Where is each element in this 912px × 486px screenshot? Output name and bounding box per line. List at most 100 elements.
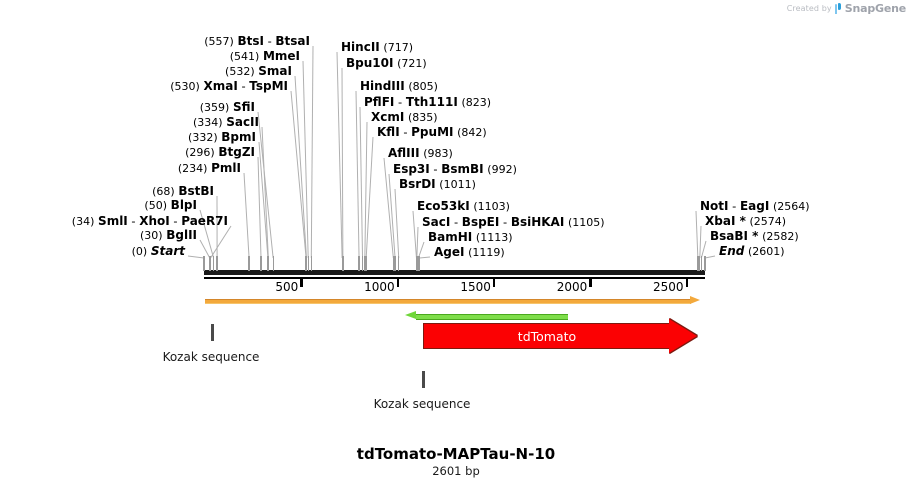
tdtomato-feature-arrow[interactable]: tdTomato (423, 319, 697, 353)
enzyme-label-bpmi[interactable]: (332) BpmI (188, 131, 256, 144)
enzyme-name: BtsaI (275, 34, 310, 48)
site-mark-start[interactable] (203, 256, 205, 271)
enzyme-label-mmei[interactable]: (541) MmeI (230, 50, 300, 63)
enzyme-label-bsabi[interactable]: BsaBI * (2582) (710, 230, 799, 243)
enzyme-label-bpu10i[interactable]: Bpu10I (721) (346, 57, 427, 70)
site-mark-btsi[interactable] (310, 256, 312, 271)
site-mark-bglii[interactable] (209, 256, 211, 271)
watermark-prefix: Created by (786, 4, 832, 13)
enzyme-label-btgzi[interactable]: (296) BtgZI (185, 146, 255, 159)
enzyme-position: (1105) (567, 216, 605, 229)
enzyme-name: BtgZI (218, 145, 255, 159)
kozak-sequence-tick-1[interactable] (211, 324, 214, 341)
enzyme-separator: - (169, 214, 182, 228)
leader-line-noti (695, 210, 699, 259)
enzyme-position: (30) (139, 229, 163, 242)
site-mark-pmli[interactable] (248, 256, 250, 271)
enzyme-position: (541) (229, 50, 260, 63)
leader-line-afliii (383, 157, 394, 259)
site-mark-mmei[interactable] (307, 256, 309, 271)
enzyme-label-start[interactable]: (0) Start (132, 245, 185, 258)
site-mark-hindiii[interactable] (358, 256, 360, 271)
enzyme-position: (1119) (468, 246, 505, 259)
enzyme-label-hindiii[interactable]: HindIII (805) (360, 80, 438, 93)
enzyme-label-noti[interactable]: NotI - EagI (2564) (700, 200, 810, 213)
site-mark-esp3i[interactable] (394, 256, 396, 271)
enzyme-label-eco53ki[interactable]: Eco53kI (1103) (417, 200, 510, 213)
enzyme-label-end[interactable]: End (2601) (719, 245, 785, 258)
site-mark-bpu10i[interactable] (342, 256, 344, 271)
enzyme-label-kfli[interactable]: KflI - PpuMI (842) (377, 126, 487, 139)
enzyme-name: EagI (739, 199, 770, 213)
ruler-tick-label: 1500 (460, 280, 491, 294)
site-mark-kfli[interactable] (365, 256, 367, 271)
enzyme-position: (332) (188, 131, 218, 144)
site-mark-agei[interactable] (418, 256, 421, 271)
enzyme-name: SacI (422, 215, 451, 229)
site-mark-smli[interactable] (209, 256, 212, 271)
enzyme-name: SmlI (98, 214, 128, 228)
tdtomato-arrow-head-icon (669, 319, 697, 353)
enzyme-position: (532) (225, 65, 255, 78)
site-mark-noti[interactable] (697, 256, 699, 271)
enzyme-separator: - (399, 125, 412, 139)
site-mark-sacii[interactable] (267, 256, 270, 271)
enzyme-label-smai[interactable]: (532) SmaI (225, 65, 292, 78)
enzyme-name: BamHI (428, 230, 473, 244)
site-mark-xbai[interactable] (699, 256, 701, 271)
enzyme-label-pmli[interactable]: (234) PmlI (178, 162, 241, 175)
site-mark-afliii[interactable] (392, 256, 395, 271)
site-mark-sfii[interactable] (272, 256, 274, 271)
site-mark-bsrdi[interactable] (398, 256, 400, 271)
site-mark-hincii[interactable] (341, 256, 343, 271)
enzyme-label-saci[interactable]: SacI - BspEI - BsiHKAI (1105) (422, 216, 605, 229)
enzyme-label-blpi[interactable]: (50) BlpI (144, 199, 197, 212)
enzyme-label-xmai[interactable]: (530) XmaI - TspMI (170, 80, 288, 93)
kozak-sequence-tick-2[interactable] (422, 371, 425, 388)
ruler-tick-label: 500 (275, 280, 299, 294)
enzyme-name: Eco53kI (417, 199, 470, 213)
green-arrow-head-icon (405, 311, 416, 319)
site-mark-saci[interactable] (416, 256, 418, 271)
enzyme-label-agei[interactable]: AgeI (1119) (434, 246, 505, 259)
enzyme-name: BsiHKAI (510, 215, 565, 229)
enzyme-label-bglii[interactable]: (30) BglII (140, 229, 197, 242)
enzyme-position: (234) (177, 162, 208, 175)
site-mark-smai[interactable] (305, 256, 308, 271)
ruler-tick-label: 2000 (556, 280, 588, 294)
site-mark-bstbi[interactable] (216, 256, 218, 271)
enzyme-name: HincII (341, 40, 380, 54)
enzyme-label-sacii[interactable]: (334) SacII (193, 116, 259, 129)
enzyme-position: (823) (461, 96, 492, 109)
enzyme-label-sfii[interactable]: (359) SfiI (200, 101, 255, 114)
enzyme-label-btsi[interactable]: (557) BtsI - BtsaI (204, 35, 310, 48)
snapgene-watermark: Created by SnapGene (787, 2, 906, 15)
ruler-tick-label: 1000 (364, 280, 395, 294)
enzyme-label-xcmi[interactable]: XcmI (835) (371, 111, 438, 124)
green-feature-arrow[interactable] (405, 311, 568, 320)
site-mark-bamhi[interactable] (417, 256, 420, 271)
site-mark-xcmi[interactable] (364, 256, 366, 271)
enzyme-label-bamhi[interactable]: BamHI (1113) (428, 231, 513, 244)
enzyme-label-smli[interactable]: (34) SmlI - XhoI - PaeR7I (72, 215, 228, 228)
enzyme-label-xbai[interactable]: XbaI * (2574) (705, 215, 786, 228)
enzyme-label-pflfi[interactable]: PflFI - Tth111I (823) (364, 96, 491, 109)
site-mark-bsabi[interactable] (700, 256, 703, 271)
orange-feature-arrow[interactable] (205, 296, 700, 304)
site-mark-pflfi[interactable] (361, 256, 364, 271)
enzyme-label-afliii[interactable]: AflIII (983) (388, 147, 453, 160)
leader-line-bpu10i (341, 67, 344, 259)
enzyme-label-hincii[interactable]: HincII (717) (341, 41, 413, 54)
site-mark-end[interactable] (704, 256, 706, 271)
leader-line-kfli (365, 136, 374, 259)
enzyme-label-bstbi[interactable]: (68) BstBI (152, 185, 214, 198)
enzyme-label-esp3i[interactable]: Esp3I - BsmBI (992) (393, 163, 517, 176)
enzyme-label-bsrdi[interactable]: BsrDI (1011) (399, 178, 476, 191)
enzyme-name: BglII (166, 228, 197, 242)
site-mark-blpi[interactable] (213, 256, 215, 271)
leader-line-hindiii (355, 90, 360, 259)
leader-line-xcmi (364, 121, 368, 259)
site-mark-btgzi[interactable] (260, 256, 262, 271)
enzyme-position: (717) (383, 41, 413, 54)
leader-line-pflfi (359, 106, 364, 259)
